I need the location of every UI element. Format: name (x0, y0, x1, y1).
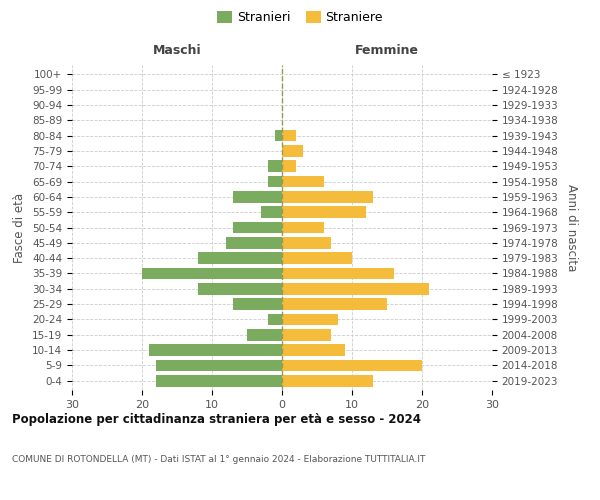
Bar (282, 283, 429, 294)
Bar (282, 222, 324, 233)
Bar (282, 298, 387, 310)
Bar (268, 314, 282, 325)
Bar (268, 160, 282, 172)
Bar (156, 360, 282, 371)
Bar (282, 314, 338, 325)
Legend: Stranieri, Straniere: Stranieri, Straniere (212, 6, 388, 29)
Text: Femmine: Femmine (355, 44, 419, 58)
Text: Maschi: Maschi (152, 44, 202, 58)
Y-axis label: Fasce di età: Fasce di età (13, 192, 26, 262)
Bar (142, 268, 282, 279)
Bar (198, 283, 282, 294)
Bar (247, 329, 282, 340)
Bar (226, 237, 282, 248)
Bar (282, 268, 394, 279)
Text: Popolazione per cittadinanza straniera per età e sesso - 2024: Popolazione per cittadinanza straniera p… (12, 412, 421, 426)
Bar (282, 344, 345, 356)
Bar (282, 145, 303, 156)
Bar (282, 206, 366, 218)
Y-axis label: Anni di nascita: Anni di nascita (565, 184, 578, 271)
Bar (233, 191, 282, 202)
Bar (282, 360, 422, 371)
Bar (282, 130, 296, 141)
Bar (261, 206, 282, 218)
Bar (268, 176, 282, 188)
Bar (282, 329, 331, 340)
Bar (282, 191, 373, 202)
Bar (282, 252, 352, 264)
Bar (282, 160, 296, 172)
Bar (156, 375, 282, 386)
Bar (282, 237, 331, 248)
Bar (233, 298, 282, 310)
Bar (282, 176, 324, 188)
Bar (282, 375, 373, 386)
Text: COMUNE DI ROTONDELLA (MT) - Dati ISTAT al 1° gennaio 2024 - Elaborazione TUTTITA: COMUNE DI ROTONDELLA (MT) - Dati ISTAT a… (12, 455, 425, 464)
Bar (198, 252, 282, 264)
Bar (275, 130, 282, 141)
Bar (149, 344, 282, 356)
Bar (233, 222, 282, 233)
